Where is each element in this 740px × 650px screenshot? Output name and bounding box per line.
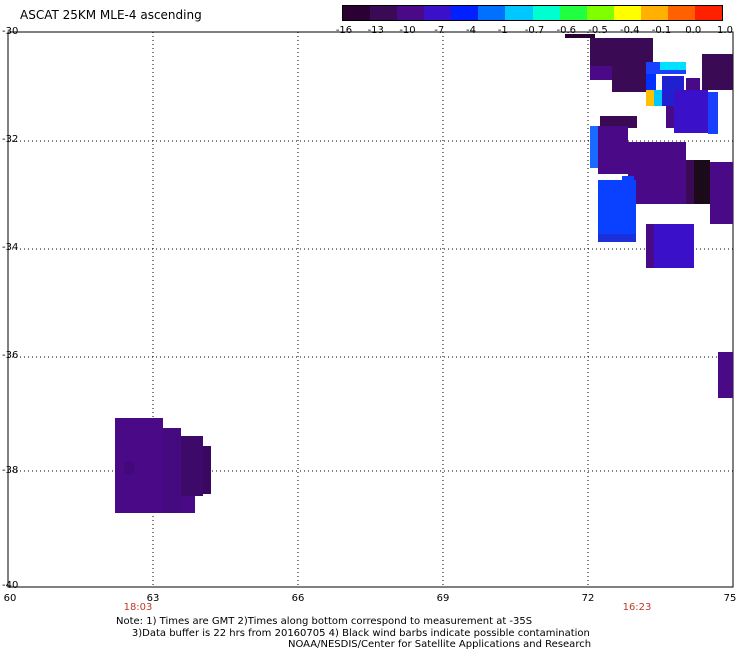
- lat-label-34: -34: [2, 242, 19, 253]
- color-scale-label: -0.6: [556, 25, 577, 36]
- swath-right: [565, 34, 733, 398]
- color-scale-label: -16: [335, 25, 353, 36]
- plot-frame: [7, 31, 734, 588]
- time-label-right: 16:23: [622, 602, 652, 613]
- color-scale-labels: -16 -13 -10 -7 -4 -1 -0.7 -0.6 -0.5 -0.4 -0.1 0.0 1.…: [330, 25, 740, 39]
- lon-label-75: 75: [723, 593, 737, 604]
- lat-label-40: -40: [2, 580, 19, 591]
- credit-line: NOAA/NESDIS/Center for Satellite Applica…: [288, 639, 592, 650]
- lon-label-69: 69: [436, 593, 450, 604]
- map-title: ASCAT 25KM MLE-4 ascending: [20, 8, 202, 22]
- color-scale-label: -1: [497, 25, 508, 36]
- color-scale-label: 0.0: [685, 25, 702, 36]
- lon-label-60: 60: [3, 593, 17, 604]
- swath-left: [115, 418, 211, 513]
- color-scale-label: -13: [367, 25, 384, 36]
- note-line-2: 3)Data buffer is 22 hrs from 20160705 4)…: [116, 628, 590, 639]
- footnotes: Note: 1) Times are GMT 2)Times along bot…: [116, 616, 590, 640]
- color-scale-label: -0.1: [651, 25, 672, 36]
- lat-label-38: -38: [2, 465, 19, 476]
- color-scale-swatch: [559, 6, 587, 20]
- color-scale-swatch: [532, 6, 560, 20]
- color-scale-swatch: [424, 6, 452, 20]
- color-scale-label: -0.4: [619, 25, 640, 36]
- color-scale-swatch: [451, 6, 479, 20]
- lon-label-66: 66: [291, 593, 305, 604]
- color-scale-label: -10: [399, 25, 416, 36]
- lon-label-63: 63: [146, 593, 160, 604]
- color-scale-swatch: [343, 6, 371, 20]
- color-scale-swatch: [478, 6, 506, 20]
- color-scale-swatch: [667, 6, 696, 20]
- color-scale-swatch: [505, 6, 533, 20]
- color-scale-swatch: [397, 6, 425, 20]
- color-scale-swatch: [613, 6, 641, 20]
- color-scale-swatch: [586, 6, 614, 20]
- note-line-1: Note: 1) Times are GMT 2)Times along bot…: [116, 616, 533, 627]
- color-scale-label: 1.0: [717, 25, 733, 36]
- color-scale-swatch: [640, 6, 668, 20]
- time-label-left: 18:03: [123, 602, 153, 613]
- color-scale-bar: [342, 5, 723, 21]
- lat-label-32: -32: [2, 134, 19, 145]
- color-scale-label: -4: [466, 25, 476, 36]
- color-scale-label: -0.7: [524, 25, 545, 36]
- lat-label-30: -30: [2, 26, 19, 37]
- lon-label-72: 72: [581, 593, 595, 604]
- lat-label-36: -36: [2, 350, 19, 361]
- color-scale-swatch: [370, 6, 398, 20]
- color-scale-swatch: [695, 6, 723, 20]
- color-scale-label: -7: [434, 25, 445, 36]
- color-scale-label: -0.5: [588, 25, 608, 36]
